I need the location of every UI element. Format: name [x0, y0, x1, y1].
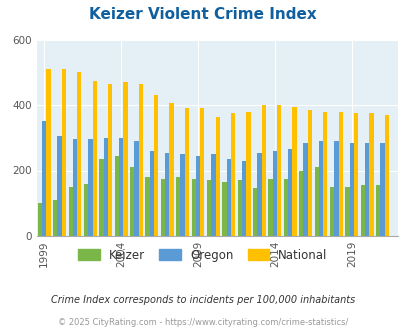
Bar — [58, 136, 62, 236]
Bar — [338, 112, 342, 236]
Bar — [184, 108, 189, 236]
Legend: Keizer, Oregon, National: Keizer, Oregon, National — [73, 244, 332, 266]
Bar — [138, 84, 143, 236]
Bar — [145, 177, 149, 236]
Bar — [200, 108, 204, 236]
Bar — [77, 72, 81, 236]
Bar — [360, 185, 364, 236]
Bar — [257, 152, 261, 236]
Bar — [165, 152, 169, 236]
Bar — [252, 188, 257, 236]
Bar — [160, 179, 165, 236]
Bar — [333, 141, 338, 236]
Bar — [53, 200, 58, 236]
Bar — [38, 203, 42, 236]
Bar — [42, 121, 46, 236]
Bar — [84, 183, 88, 236]
Bar — [191, 179, 195, 236]
Bar — [241, 161, 246, 236]
Bar — [303, 143, 307, 236]
Bar — [314, 167, 318, 236]
Bar — [353, 113, 357, 236]
Bar — [379, 143, 384, 236]
Bar — [298, 171, 303, 236]
Bar — [292, 107, 296, 236]
Bar — [123, 82, 127, 236]
Text: © 2025 CityRating.com - https://www.cityrating.com/crime-statistics/: © 2025 CityRating.com - https://www.city… — [58, 318, 347, 327]
Bar — [237, 180, 241, 236]
Bar — [329, 187, 333, 236]
Bar — [246, 112, 250, 236]
Bar — [195, 156, 200, 236]
Bar — [230, 113, 234, 236]
Bar — [276, 105, 281, 236]
Bar — [62, 69, 66, 236]
Bar — [134, 141, 138, 236]
Text: Keizer Violent Crime Index: Keizer Violent Crime Index — [89, 7, 316, 22]
Bar — [307, 110, 311, 236]
Bar — [384, 115, 388, 236]
Bar — [318, 141, 322, 236]
Bar — [46, 69, 51, 236]
Bar — [99, 159, 103, 236]
Bar — [268, 179, 272, 236]
Bar — [176, 177, 180, 236]
Bar — [153, 95, 158, 236]
Bar — [207, 180, 211, 236]
Bar — [283, 179, 288, 236]
Bar — [344, 187, 349, 236]
Bar — [222, 182, 226, 236]
Bar — [108, 84, 112, 236]
Bar — [272, 151, 276, 236]
Bar — [103, 138, 108, 236]
Bar — [119, 138, 123, 236]
Bar — [211, 154, 215, 236]
Bar — [226, 159, 230, 236]
Bar — [169, 103, 173, 236]
Bar — [215, 116, 219, 236]
Bar — [92, 81, 96, 236]
Bar — [322, 112, 327, 236]
Bar — [261, 105, 265, 236]
Bar — [349, 143, 353, 236]
Bar — [114, 156, 119, 236]
Bar — [149, 151, 153, 236]
Bar — [130, 167, 134, 236]
Bar — [369, 113, 373, 236]
Bar — [180, 154, 184, 236]
Text: Crime Index corresponds to incidents per 100,000 inhabitants: Crime Index corresponds to incidents per… — [51, 295, 354, 305]
Bar — [364, 143, 369, 236]
Bar — [288, 149, 292, 236]
Bar — [72, 139, 77, 236]
Bar — [88, 139, 92, 236]
Bar — [375, 185, 379, 236]
Bar — [68, 187, 72, 236]
